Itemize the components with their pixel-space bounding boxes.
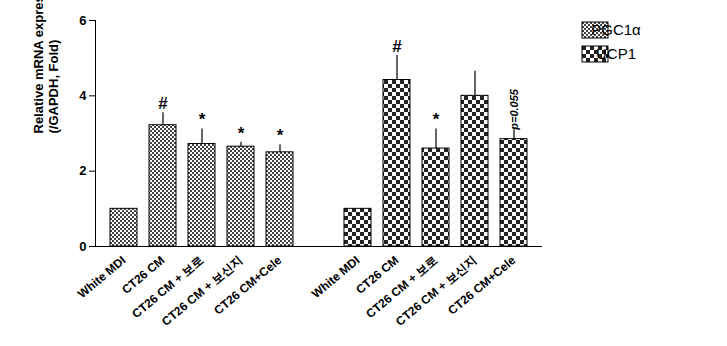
svg-text:*: *	[433, 110, 440, 129]
svg-text:Relative mRNA expressions(/GAP: Relative mRNA expressions(/GAPDH, Fold)	[31, 0, 62, 134]
svg-text:CT26 CM + 보로: CT26 CM + 보로	[129, 253, 207, 321]
svg-text:*: *	[238, 124, 245, 143]
svg-text:White MDI: White MDI	[309, 253, 362, 301]
svg-text:CT26 CM + 보로: CT26 CM + 보로	[363, 253, 441, 321]
svg-text:p=0.055: p=0.055	[508, 88, 520, 131]
svg-text:CT26 CM: CT26 CM	[353, 253, 402, 297]
svg-text:PGC1α: PGC1α	[591, 21, 641, 38]
svg-text:6: 6	[79, 13, 86, 28]
svg-text:2: 2	[79, 163, 86, 178]
svg-text:#: #	[392, 37, 402, 56]
svg-text:CT26 CM + 보신지: CT26 CM + 보신지	[159, 253, 246, 329]
svg-text:CT26 CM + 보신지: CT26 CM + 보신지	[393, 253, 480, 329]
svg-text:CT26 CM+Cele: CT26 CM+Cele	[211, 253, 284, 318]
svg-text:*: *	[277, 126, 284, 145]
svg-text:UCP1: UCP1	[596, 45, 636, 62]
svg-text:#: #	[158, 94, 168, 113]
svg-text:4: 4	[79, 88, 87, 103]
svg-text:CT26 CM: CT26 CM	[119, 253, 168, 297]
svg-text:*: *	[199, 110, 206, 129]
svg-text:White MDI: White MDI	[75, 253, 128, 301]
svg-text:0: 0	[79, 239, 86, 254]
svg-text:CT26 CM+Cele: CT26 CM+Cele	[445, 253, 518, 318]
